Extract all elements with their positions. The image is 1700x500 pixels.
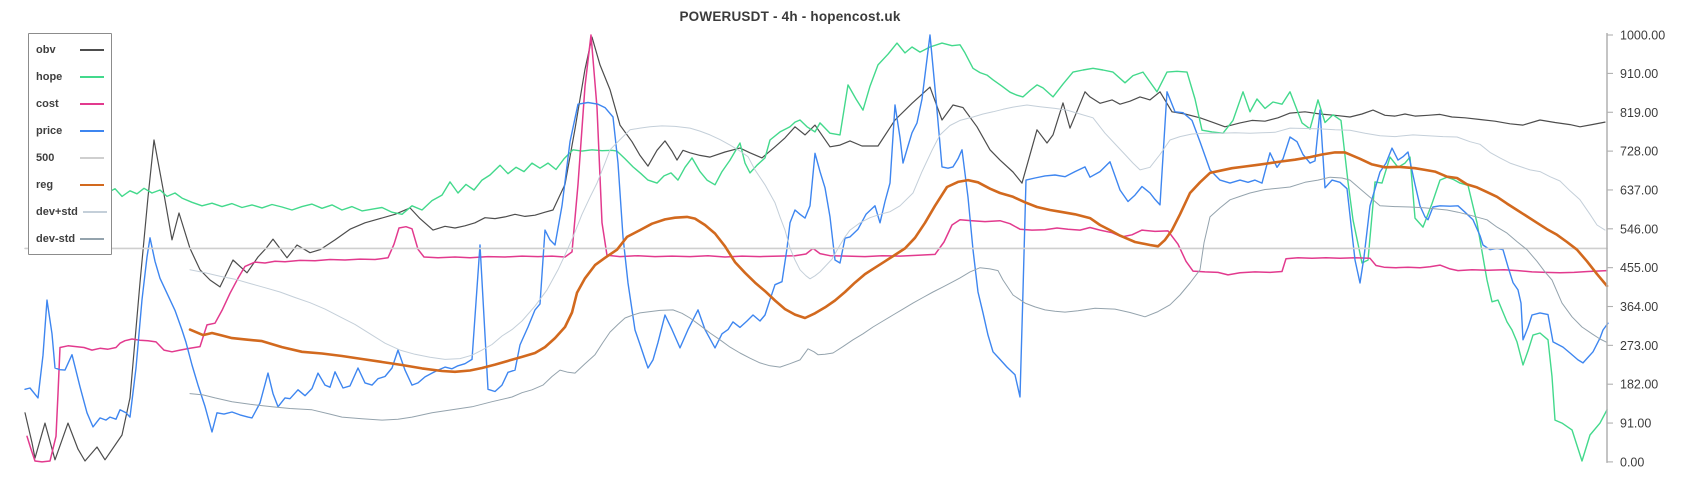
- legend-swatch-cost: [80, 102, 104, 105]
- legend-label: obv: [36, 43, 56, 56]
- legend-label: reg: [36, 178, 54, 191]
- y-axis-label: 0.00: [1620, 455, 1644, 469]
- legend-swatch-reg: [80, 183, 104, 186]
- legend-label: dev-std: [36, 232, 76, 245]
- y-axis-label: 819.00: [1620, 106, 1658, 120]
- legend-swatch-dev-std: [80, 237, 105, 240]
- legend-label: 500: [36, 151, 55, 164]
- legend-swatch-500: [80, 156, 104, 159]
- series-cost-line: [26, 34, 1608, 463]
- legend-swatch-hope: [80, 75, 104, 78]
- series-hope-line: [106, 42, 1608, 462]
- legend-item-dev+std: dev+std: [36, 205, 107, 218]
- y-axis-label: 637.00: [1620, 183, 1658, 197]
- legend-item-reg: reg: [36, 179, 104, 191]
- legend-swatch-price: [80, 129, 104, 132]
- y-axis-label: 910.00: [1620, 67, 1658, 81]
- legend-label: cost: [36, 97, 59, 110]
- y-axis-label: 728.00: [1620, 145, 1658, 159]
- legend-swatch-obv: [80, 48, 104, 51]
- legend-item-cost: cost: [36, 98, 104, 110]
- legend-label: dev+std: [36, 205, 78, 218]
- chart-title: POWERUSDT - 4h - hopencost.uk: [679, 9, 901, 24]
- series-price-line: [24, 34, 1609, 433]
- series-reg-line: [188, 151, 1609, 374]
- y-axis-label: 1000.00: [1620, 29, 1665, 43]
- legend-swatch-dev+std: [82, 210, 107, 213]
- y-axis-label: 546.00: [1620, 222, 1658, 236]
- legend-label: hope: [36, 70, 63, 83]
- legend-item-hope: hope: [36, 71, 104, 83]
- y-axis-label: 91.00: [1620, 417, 1651, 431]
- legend: obv hope cost price 500 reg dev+std dev-std: [28, 33, 112, 255]
- y-axis-label: 182.00: [1620, 378, 1658, 392]
- series-dev-std-line: [189, 176, 1608, 421]
- legend-item-obv: obv: [36, 44, 104, 56]
- y-axis-label: 364.00: [1620, 300, 1658, 314]
- legend-item-price: price: [36, 125, 104, 137]
- y-axis-label: 273.00: [1620, 339, 1658, 353]
- series-dev+std-line: [189, 104, 1606, 360]
- legend-item-dev-std: dev-std: [36, 232, 105, 245]
- legend-label: price: [36, 124, 63, 137]
- legend-item-500: 500: [36, 152, 104, 164]
- y-axis-label: 455.00: [1620, 261, 1658, 275]
